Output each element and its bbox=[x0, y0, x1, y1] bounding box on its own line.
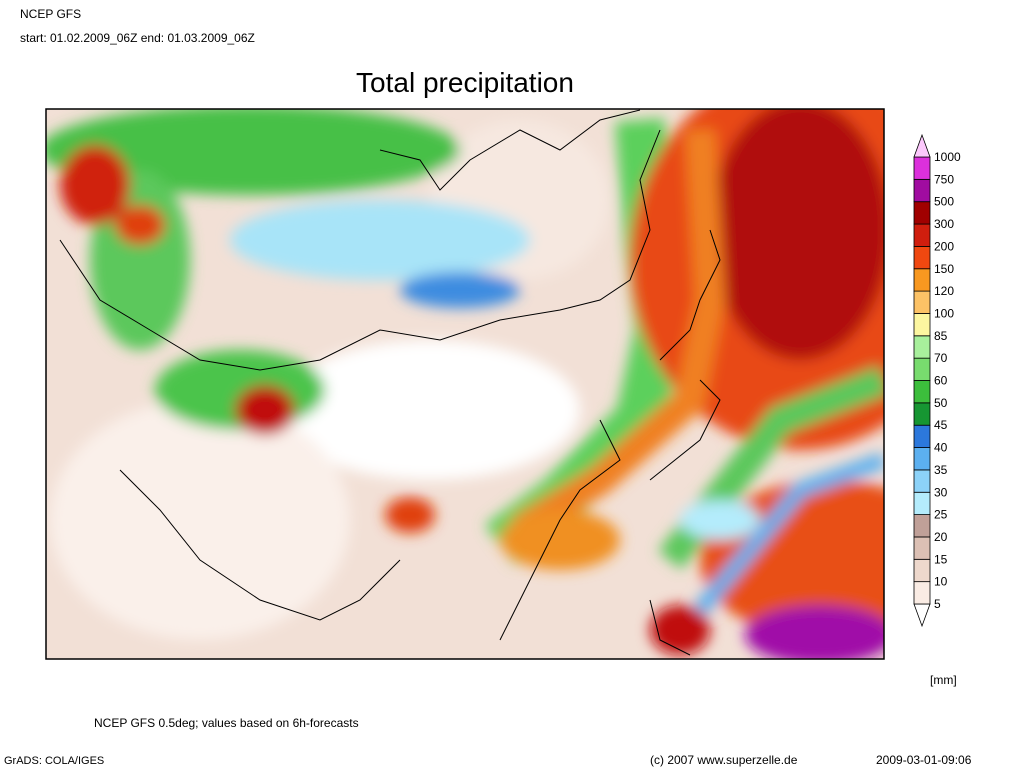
legend-swatch bbox=[913, 268, 931, 292]
unit-label: [mm] bbox=[930, 673, 957, 687]
legend-label: 50 bbox=[934, 396, 948, 410]
legend-label: 60 bbox=[934, 374, 948, 388]
legend-swatch bbox=[913, 201, 931, 225]
legend-label: 35 bbox=[934, 463, 948, 477]
legend-label: 500 bbox=[934, 195, 954, 209]
map-frame bbox=[45, 108, 885, 660]
legend-swatch bbox=[913, 581, 931, 605]
legend-label: 750 bbox=[934, 172, 954, 186]
copyright: (c) 2007 www.superzelle.de bbox=[650, 753, 798, 767]
legend-label: 200 bbox=[934, 239, 954, 253]
legend-swatch bbox=[913, 357, 931, 381]
legend-swatch bbox=[913, 558, 931, 583]
legend-swatch bbox=[913, 178, 931, 203]
legend-swatch bbox=[913, 536, 931, 560]
map-title: Total precipitation bbox=[356, 67, 574, 98]
legend-swatch bbox=[913, 402, 931, 426]
legend-swatch bbox=[913, 380, 931, 404]
legend-label: 100 bbox=[934, 306, 954, 320]
legend-swatch bbox=[913, 290, 931, 314]
model-label: NCEP GFS bbox=[20, 7, 81, 21]
legend-label: 15 bbox=[934, 552, 948, 566]
legend-label: 85 bbox=[934, 329, 948, 343]
legend-swatch bbox=[913, 335, 931, 359]
legend-label: 10 bbox=[934, 575, 948, 589]
legend-swatch bbox=[913, 156, 931, 180]
legend-swatch bbox=[913, 469, 931, 493]
legend-label: 45 bbox=[934, 418, 948, 432]
software-label: GrADS: COLA/IGES bbox=[4, 755, 104, 767]
footer-note: NCEP GFS 0.5deg; values based on 6h-fore… bbox=[94, 716, 359, 730]
legend-label: 1000 bbox=[934, 150, 961, 164]
legend-label: 25 bbox=[934, 508, 948, 522]
legend-swatch bbox=[913, 223, 931, 247]
legend-swatch bbox=[913, 603, 931, 628]
color-legend: 5 10 15 20 25 30 35 40 45 50 60 70 85 100 120 150 200 300… bbox=[913, 133, 961, 628]
legend-label: 150 bbox=[934, 262, 954, 276]
legend-label: 5 bbox=[934, 597, 941, 611]
legend-swatch bbox=[913, 133, 931, 158]
legend-swatch bbox=[913, 424, 931, 448]
legend-label: 20 bbox=[934, 530, 948, 544]
legend-swatch bbox=[913, 245, 931, 270]
legend-swatch bbox=[913, 491, 931, 516]
timestamp: 2009-03-01-09:06 bbox=[876, 753, 972, 767]
legend-label: 120 bbox=[934, 284, 954, 298]
legend-label: 70 bbox=[934, 351, 948, 365]
legend-label: 300 bbox=[934, 217, 954, 231]
period-label: start: 01.02.2009_06Z end: 01.03.2009_06… bbox=[20, 31, 255, 45]
legend-label: 40 bbox=[934, 441, 948, 455]
legend-swatch bbox=[913, 514, 931, 538]
legend-label: 30 bbox=[934, 485, 948, 499]
precipitation-field bbox=[46, 109, 884, 659]
legend-swatch bbox=[913, 313, 931, 337]
legend-swatch bbox=[913, 447, 931, 471]
